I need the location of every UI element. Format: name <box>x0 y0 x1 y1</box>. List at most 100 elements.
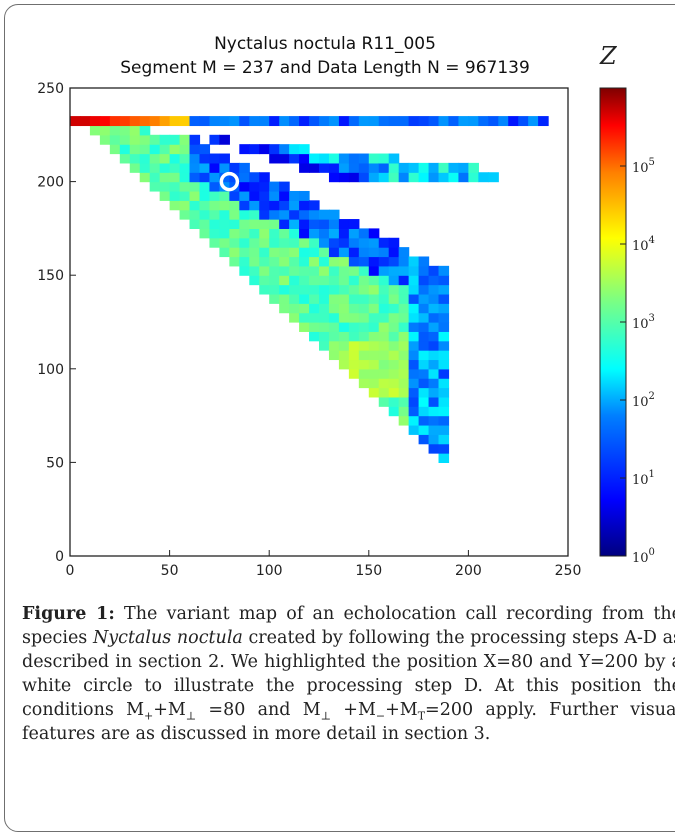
heatmap-cell <box>398 406 410 417</box>
heatmap-cell <box>368 303 380 314</box>
heatmap-cell <box>388 331 400 342</box>
heatmap-cell <box>438 116 450 127</box>
figure-caption: Figure 1: The variant map of an echoloca… <box>22 602 675 746</box>
heatmap-cell <box>418 331 430 342</box>
heatmap-cell <box>239 144 250 155</box>
heatmap-cell <box>149 162 161 173</box>
heatmap-cell <box>189 172 201 183</box>
heatmap-cell <box>99 134 111 145</box>
heatmap-cell <box>299 322 310 332</box>
heatmap-cell <box>358 247 370 258</box>
heatmap-cell <box>149 116 161 127</box>
heatmap-cell <box>438 368 450 379</box>
heatmap-cell <box>388 116 400 127</box>
heatmap-cell <box>398 256 410 267</box>
heatmap-cell <box>169 181 181 192</box>
heatmap-cell <box>408 256 420 267</box>
x-tick-label: 100 <box>256 563 283 579</box>
heatmap-cell <box>219 116 230 127</box>
colorbar-tick-label: 103 <box>632 313 655 332</box>
heatmap-cell <box>259 116 270 127</box>
caption-text: =80 and M <box>196 700 321 720</box>
heatmap-cell <box>199 144 211 155</box>
heatmap-cell <box>139 153 151 164</box>
chart-title: Nyctalus noctula R11_005 <box>214 34 436 54</box>
heatmap-cell <box>408 162 420 173</box>
heatmap-cell <box>398 303 410 314</box>
x-tick-label: 0 <box>66 563 75 579</box>
caption-text: The variant map of an echolocation call … <box>22 604 675 648</box>
heatmap-cell <box>199 116 211 127</box>
heatmap-cell <box>239 209 250 220</box>
heatmap-cell <box>398 293 410 304</box>
heatmap-cell <box>259 237 270 248</box>
heatmap-cell <box>408 275 420 286</box>
heatmap-cell <box>279 153 290 164</box>
heatmap-cell <box>438 434 450 445</box>
heatmap-cell <box>289 256 300 267</box>
heatmap-cell <box>418 378 430 389</box>
heatmap-cell <box>348 312 360 323</box>
heatmap-cell <box>438 303 450 314</box>
heatmap-cell <box>398 378 410 389</box>
heatmap-cell <box>289 144 300 155</box>
heatmap-cell <box>528 116 539 127</box>
heatmap-cell <box>289 153 300 164</box>
heatmap-cell <box>418 172 430 183</box>
heatmap-cell <box>269 237 280 248</box>
heatmap-cell <box>328 293 340 304</box>
subscript: − <box>375 709 386 723</box>
heatmap-cell <box>368 116 380 127</box>
heatmap-cell <box>358 378 370 389</box>
heatmap-cell <box>179 144 191 155</box>
heatmap-cell <box>438 284 450 295</box>
heatmap-cell <box>358 237 370 248</box>
chart-subtitle: Segment M = 237 and Data Length N = 9671… <box>120 58 530 78</box>
heatmap-cell <box>338 116 350 127</box>
heatmap-cell <box>408 322 420 332</box>
heatmap-cell <box>368 162 380 173</box>
heatmap-cell <box>418 424 430 435</box>
heatmap-cell <box>299 116 310 127</box>
heatmap-cell <box>348 293 360 304</box>
heatmap-cell <box>249 190 260 201</box>
heatmap-cell <box>408 359 420 370</box>
heatmap-cell <box>448 116 460 127</box>
heatmap-cell <box>338 219 350 229</box>
x-tick-label: 150 <box>355 563 382 579</box>
heatmap-cell <box>299 247 310 258</box>
caption-text: +M <box>153 700 186 720</box>
heatmap-cell <box>328 153 340 164</box>
heatmap-cell <box>279 228 290 239</box>
heatmap-cell <box>368 331 380 342</box>
heatmap-cell <box>319 219 330 229</box>
heatmap-cell <box>408 340 420 351</box>
heatmap-cell <box>219 247 230 258</box>
heatmap-cell <box>309 312 320 323</box>
subscript: + <box>144 709 154 723</box>
heatmap-cell <box>408 368 420 379</box>
heatmap-cell <box>319 256 330 267</box>
heatmap-cell <box>388 265 400 276</box>
heatmap-cell <box>428 293 440 304</box>
heatmap-cell <box>498 116 509 127</box>
x-tick-label: 200 <box>455 563 482 579</box>
heatmap-cell <box>358 172 370 183</box>
heatmap-cell <box>269 190 280 201</box>
heatmap-cell <box>249 256 260 267</box>
heatmap-cell <box>279 200 290 211</box>
heatmap-cell <box>328 247 340 258</box>
heatmap-cell <box>269 256 280 267</box>
heatmap-cell <box>299 228 310 239</box>
x-axis: 0 50 100 150 200 250 <box>66 550 581 579</box>
heatmap-cell <box>309 153 320 164</box>
figure-frame <box>4 4 675 832</box>
heatmap-cell <box>428 387 440 398</box>
heatmap-cell <box>219 190 230 201</box>
heatmap-cell <box>319 265 330 276</box>
heatmap-cell <box>398 415 410 426</box>
heatmap-cell <box>229 209 240 220</box>
heatmap-cell <box>378 303 390 314</box>
heatmap-cell <box>328 172 340 183</box>
heatmap-cell <box>368 387 380 398</box>
